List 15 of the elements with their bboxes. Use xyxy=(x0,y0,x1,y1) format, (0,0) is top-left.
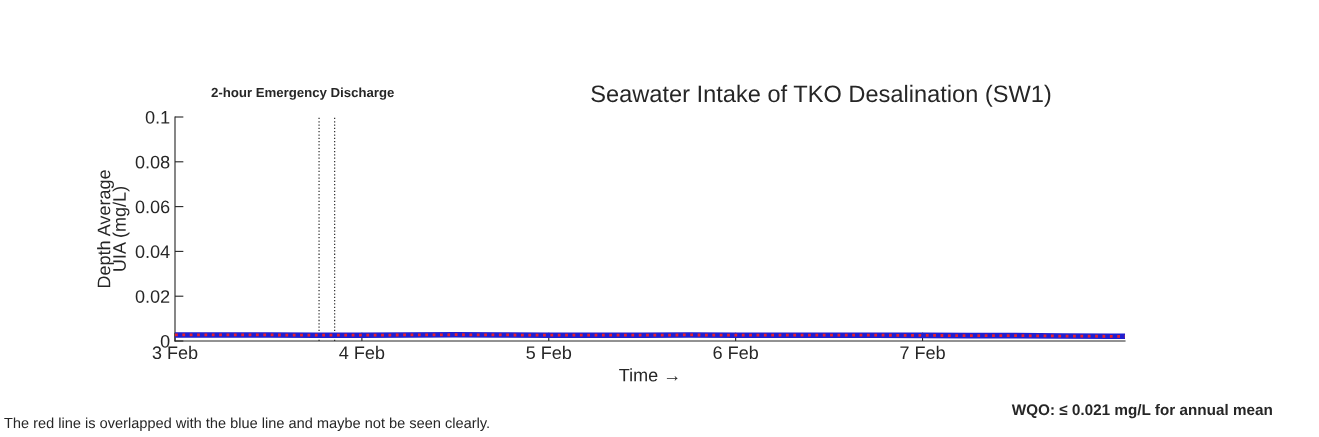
y-axis-title: Depth Average UIA (mg/L) xyxy=(97,170,130,288)
y-tick-label: 0.06 xyxy=(135,200,170,214)
chart-title: Seawater Intake of TKO Desalination (SW1) xyxy=(591,84,1051,107)
y-tick-label: 0.1 xyxy=(145,110,170,124)
x-tick-label: 7 Feb xyxy=(900,345,945,360)
text: 2-hour Emergency Discharge xyxy=(211,87,394,100)
x-axis-title: Time → xyxy=(619,368,678,382)
y-tick-label: 0.04 xyxy=(135,245,170,259)
x-tick-label: 5 Feb xyxy=(526,345,572,360)
y-tick-label: 0.08 xyxy=(135,155,170,169)
x-tick-label: 6 Feb xyxy=(713,345,758,360)
x-tick-label: 4 Feb xyxy=(339,345,385,360)
y-tick-label: 0.02 xyxy=(135,290,170,303)
text: The red line is overlapped with the blue line and maybe not be seen clearly. xyxy=(4,417,489,432)
text: WQO: ≤ 0.021 mg/L for annual mean xyxy=(1011,403,1272,419)
